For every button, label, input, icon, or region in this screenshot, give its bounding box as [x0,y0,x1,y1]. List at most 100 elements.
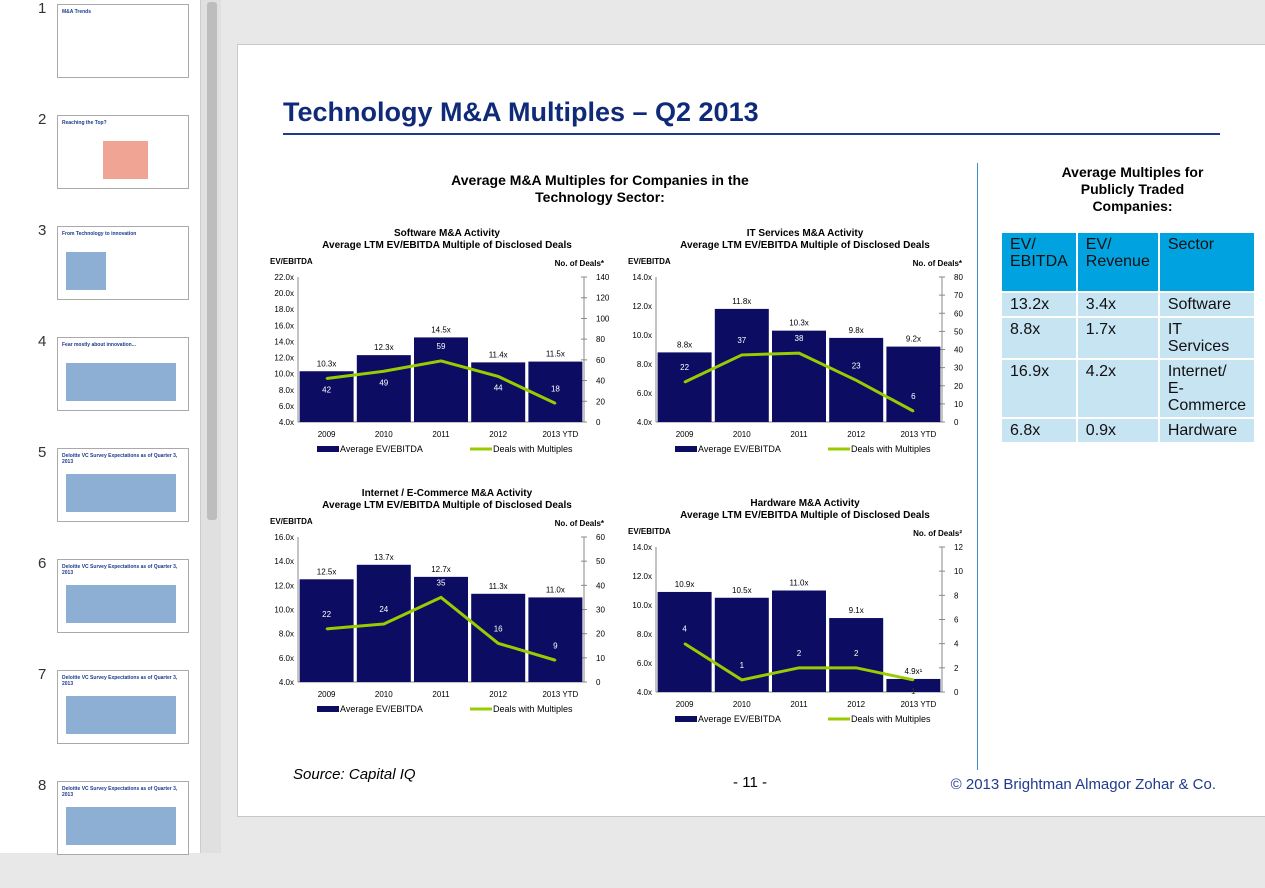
y-axis-label: EV/EBITDA [270,517,313,526]
slide-preview-title: Fear mostly about innovation... [62,342,136,348]
y-tick-label: 20.0x [274,289,294,298]
y2-tick-label: 60 [954,309,963,318]
line-data-label: 1 [740,661,745,670]
bar-data-label: 8.8x [677,340,692,349]
y2-tick-label: 8 [954,591,959,600]
slide-preview[interactable]: Fear mostly about innovation... [57,337,189,411]
line-point [325,377,328,380]
bar-data-label: 9.8x [849,326,864,335]
bar [829,618,884,692]
slide-preview[interactable]: Deloitte VC Survey Expectations as of Qu… [57,448,189,522]
legend-label: Deals with Multiples [493,444,573,454]
table-row: 16.9x 4.2x Internet/ E-Commerce [1002,360,1255,417]
y2-tick-label: 120 [596,294,610,303]
y-tick-label: 14.0x [274,557,294,566]
slide-preview[interactable]: Deloitte VC Survey Expectations as of Qu… [57,670,189,744]
slide-thumbnail[interactable]: 8 Deloitte VC Survey Expectations as of … [0,777,200,888]
line-point [554,402,557,405]
y2-tick-label: 0 [954,688,959,697]
line-data-label: 2 [797,649,802,658]
line-data-label: 9 [553,641,558,650]
y2-tick-label: 0 [596,678,601,687]
chart-subtitle: Average LTM EV/EBITDA Multiple of Disclo… [680,240,930,251]
x-tick-label: 2011 [432,430,450,439]
x-tick-label: 2011 [790,430,808,439]
slide-preview-graphic [66,807,176,845]
line-data-label: 6 [911,392,916,401]
slide-preview[interactable]: Deloitte VC Survey Expectations as of Qu… [57,559,189,633]
slide-thumbnail[interactable]: 2 Reaching the Top? [0,111,200,222]
bar [299,371,354,422]
slide-preview-graphic [66,585,176,623]
legend-bar-swatch [675,446,697,452]
bar-data-label: 13.7x [374,553,394,562]
line-data-label: 18 [551,384,560,393]
line-point [912,678,915,681]
legend-bar-swatch [317,706,339,712]
slide-preview[interactable]: Reaching the Top? [57,115,189,189]
slide-preview-graphic [66,696,176,734]
line-data-label: 4 [682,625,687,634]
legend-bar-swatch [675,716,697,722]
slide-thumbnail[interactable]: 7 Deloitte VC Survey Expectations as of … [0,666,200,777]
bar-data-label: 12.3x [374,343,394,352]
bar [414,576,468,682]
y-tick-label: 16.0x [274,533,294,542]
slide-preview[interactable]: Deloitte VC Survey Expectations as of Qu… [57,781,189,855]
slide-preview-title: Deloitte VC Survey Expectations as of Qu… [62,564,178,576]
y2-tick-label: 6 [954,616,959,625]
slide-preview[interactable]: M&A Trends [57,4,189,78]
y-tick-label: 14.0x [632,543,652,552]
bar-data-label: 4.9x¹ [905,667,923,676]
bar-data-label: 11.3x [489,582,508,591]
bar-data-label: 11.0x [790,579,809,588]
y-tick-label: 12.0x [274,581,294,590]
y-tick-label: 6.0x [279,402,294,411]
line-point [798,666,800,669]
y2-tick-label: 20 [596,630,605,639]
bar [714,308,769,422]
charts-heading: Average M&A Multiples for Companies in t… [451,172,749,205]
bar [657,352,712,422]
slide-preview-title: Deloitte VC Survey Expectations as of Qu… [62,453,178,465]
bar [528,597,583,682]
y-tick-label: 6.0x [637,389,652,398]
y2-axis-label: No. of Deals* [913,259,963,268]
line-point [382,623,385,625]
slide-thumbnail[interactable]: 6 Deloitte VC Survey Expectations as of … [0,555,200,666]
slide-preview-graphic [103,141,148,179]
chart-title: IT Services M&A Activity [747,228,864,239]
table-cell: Software [1159,293,1255,316]
y-axis-label: EV/EBITDA [628,257,671,266]
slide-thumbnail[interactable]: 4 Fear mostly about innovation... [0,333,200,444]
x-tick-label: 2009 [676,430,694,439]
line-point [497,375,500,378]
slide-preview[interactable]: From Technology to innovation [57,226,189,300]
slide-thumbnail[interactable]: 1 M&A Trends [0,0,200,111]
col-header-ev-revenue: EV/ Revenue [1077,233,1158,291]
table-cell: 16.9x [1002,360,1076,417]
bar-data-label: 10.3x [317,359,337,368]
slide-thumbnail[interactable]: 5 Deloitte VC Survey Expectations as of … [0,444,200,555]
x-tick-label: 2013 YTD [542,430,578,439]
table-cell: 8.8x [1002,318,1076,358]
y-tick-label: 8.0x [637,360,652,369]
y-tick-label: 14.0x [632,273,652,282]
line-point [798,352,800,355]
slide-preview-graphic [66,252,106,290]
chart-title: Internet / E-Commerce M&A Activity [362,488,533,499]
chart-subtitle: Average LTM EV/EBITDA Multiple of Disclo… [322,240,572,251]
y2-tick-label: 10 [596,654,605,663]
y-axis-label: EV/EBITDA [628,527,671,536]
bar [772,330,826,422]
bar-data-label: 11.8x [732,297,751,306]
chart-subtitle: Average LTM EV/EBITDA Multiple of Disclo… [322,500,572,511]
slide-thumbnail[interactable]: 3 From Technology to innovation [0,222,200,333]
y-tick-label: 18.0x [274,305,294,314]
y-tick-label: 6.0x [637,659,652,668]
slide-number: 4 [38,333,47,350]
line-data-label: 22 [680,363,689,372]
bar-data-label: 10.5x [732,586,752,595]
thumbnail-scrollbar-thumb[interactable] [207,2,217,520]
